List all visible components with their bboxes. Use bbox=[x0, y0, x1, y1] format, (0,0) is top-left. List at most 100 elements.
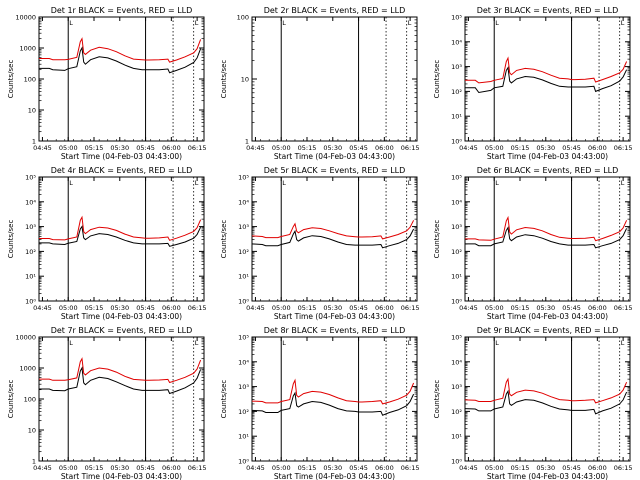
y-tick-label: 10⁴ bbox=[451, 38, 462, 46]
y-tick-label: 10⁴ bbox=[451, 198, 462, 206]
x-tick-label: 06:00 bbox=[588, 304, 607, 312]
x-tick-label: 05:00 bbox=[272, 304, 291, 312]
y-tick-label: 10¹ bbox=[238, 433, 249, 441]
chart-title: Det 3r BLACK = Events, RED = LLD bbox=[477, 6, 619, 15]
x-tick-label: 04:45 bbox=[459, 464, 478, 472]
flag-label: L bbox=[282, 179, 286, 187]
flag-label: L bbox=[408, 179, 412, 187]
y-tick-label: 10² bbox=[451, 88, 462, 96]
chart-panel-8: Det 8r BLACK = Events, RED = LLD 10⁰ 10¹ 10… bbox=[220, 326, 419, 480]
x-tick-label: 05:30 bbox=[536, 144, 555, 152]
x-tick-label: 05:45 bbox=[136, 144, 155, 152]
y-tick-label: 10³ bbox=[451, 223, 462, 231]
y-tick-label: 1 bbox=[245, 138, 249, 146]
y-tick-label: 10000 bbox=[15, 334, 36, 342]
x-tick-label: 04:45 bbox=[246, 304, 265, 312]
events-series-line bbox=[39, 46, 202, 74]
lld-series-line bbox=[465, 215, 628, 242]
x-tick-label: 06:00 bbox=[375, 144, 394, 152]
x-axis-label: Start Time (04-Feb-03 04:43:00) bbox=[487, 312, 608, 321]
y-tick-label: 10³ bbox=[238, 383, 249, 391]
lld-series-line bbox=[39, 215, 202, 241]
events-series-line bbox=[465, 66, 628, 94]
plot-frame bbox=[464, 176, 631, 302]
x-tick-label: 04:45 bbox=[459, 304, 478, 312]
chart-panel-5: Det 5r BLACK = Events, RED = LLD 10⁰ 10¹ 10… bbox=[220, 166, 419, 321]
flag-label: L bbox=[408, 19, 412, 27]
x-tick-label: 06:00 bbox=[588, 144, 607, 152]
y-tick-label: 10⁴ bbox=[238, 198, 249, 206]
events-series-line bbox=[251, 391, 415, 416]
y-tick-label: 1 bbox=[32, 138, 36, 146]
y-tick-label: 10² bbox=[25, 248, 36, 256]
y-axis-label: Counts/sec bbox=[433, 220, 441, 259]
x-axis-label: Start Time (04-Feb-03 04:43:00) bbox=[274, 312, 395, 321]
x-tick-label: 04:45 bbox=[33, 144, 52, 152]
lld-series-line bbox=[39, 37, 202, 63]
y-tick-label: 10² bbox=[451, 408, 462, 416]
x-tick-label: 04:45 bbox=[459, 144, 478, 152]
x-tick-label: 05:15 bbox=[85, 464, 104, 472]
chart-title: Det 4r BLACK = Events, RED = LLD bbox=[51, 166, 193, 175]
events-series-line bbox=[464, 389, 628, 415]
x-tick-label: 06:15 bbox=[614, 464, 633, 472]
chart-panel-9: Det 9r BLACK = Events, RED = LLD 10⁰ 10¹ 10… bbox=[433, 326, 632, 480]
y-tick-label: 100 bbox=[237, 14, 249, 22]
plot-frame bbox=[38, 336, 205, 462]
y-axis-label: Counts/sec bbox=[220, 220, 228, 259]
x-tick-label: 06:00 bbox=[375, 304, 394, 312]
plot-frame bbox=[251, 16, 418, 142]
y-tick-label: 1 bbox=[32, 458, 36, 466]
y-tick-label: 10⁴ bbox=[451, 358, 462, 366]
y-axis-label: Counts/sec bbox=[7, 380, 15, 419]
lld-series-line bbox=[465, 56, 628, 84]
flag-label: L bbox=[621, 19, 625, 27]
x-tick-label: 05:45 bbox=[349, 464, 368, 472]
plot-frame bbox=[464, 336, 631, 462]
x-tick-label: 05:45 bbox=[562, 144, 581, 152]
chart-panel-6: Det 6r BLACK = Events, RED = LLD 10⁰ 10¹ 10… bbox=[433, 166, 632, 321]
chart-title: Det 8r BLACK = Events, RED = LLD bbox=[264, 326, 406, 335]
flag-label: L bbox=[69, 339, 73, 347]
x-tick-label: 04:45 bbox=[33, 304, 52, 312]
x-tick-label: 05:45 bbox=[349, 304, 368, 312]
chart-title: Det 5r BLACK = Events, RED = LLD bbox=[264, 166, 406, 175]
x-tick-label: 06:00 bbox=[162, 464, 181, 472]
x-tick-label: 05:15 bbox=[298, 144, 317, 152]
x-tick-label: 05:15 bbox=[298, 304, 317, 312]
y-tick-label: 10⁴ bbox=[25, 198, 36, 206]
events-series-line bbox=[39, 366, 202, 395]
lld-series-line bbox=[464, 377, 628, 404]
chart-panel-7: Det 7r BLACK = Events, RED = LLD 1 10 100 10… bbox=[7, 326, 206, 480]
flag-label: L bbox=[621, 179, 625, 187]
chart-panel-3: Det 3r BLACK = Events, RED = LLD 10⁰ 10¹ 10… bbox=[433, 6, 632, 161]
flag-label: L bbox=[282, 19, 286, 27]
y-axis-label: Counts/sec bbox=[433, 60, 441, 99]
y-axis-label: Counts/sec bbox=[7, 220, 15, 259]
x-tick-label: 05:00 bbox=[59, 304, 78, 312]
x-tick-label: 05:15 bbox=[511, 464, 530, 472]
y-tick-label: 10000 bbox=[15, 14, 36, 22]
x-tick-label: 06:15 bbox=[401, 144, 420, 152]
x-tick-label: 06:00 bbox=[162, 304, 181, 312]
y-tick-label: 10⁰ bbox=[238, 458, 249, 466]
y-tick-label: 10⁰ bbox=[451, 298, 462, 306]
x-tick-label: 05:45 bbox=[349, 144, 368, 152]
plot-frame bbox=[251, 176, 418, 302]
x-tick-label: 05:45 bbox=[136, 464, 155, 472]
plot-frame bbox=[464, 16, 631, 142]
x-tick-label: 06:15 bbox=[188, 304, 207, 312]
y-tick-label: 10 bbox=[241, 76, 249, 84]
flag-label: L bbox=[195, 179, 199, 187]
y-tick-label: 10² bbox=[238, 248, 249, 256]
x-tick-label: 05:15 bbox=[298, 464, 317, 472]
x-tick-label: 04:45 bbox=[33, 464, 52, 472]
y-tick-label: 10⁵ bbox=[238, 334, 249, 342]
x-tick-label: 05:00 bbox=[272, 464, 291, 472]
chart-title: Det 2r BLACK = Events, RED = LLD bbox=[264, 6, 406, 15]
y-tick-label: 10¹ bbox=[451, 273, 462, 281]
y-axis-label: Counts/sec bbox=[433, 380, 441, 419]
x-tick-label: 06:15 bbox=[188, 464, 207, 472]
y-tick-label: 10¹ bbox=[451, 433, 462, 441]
x-axis-label: Start Time (04-Feb-03 04:43:00) bbox=[487, 472, 608, 480]
